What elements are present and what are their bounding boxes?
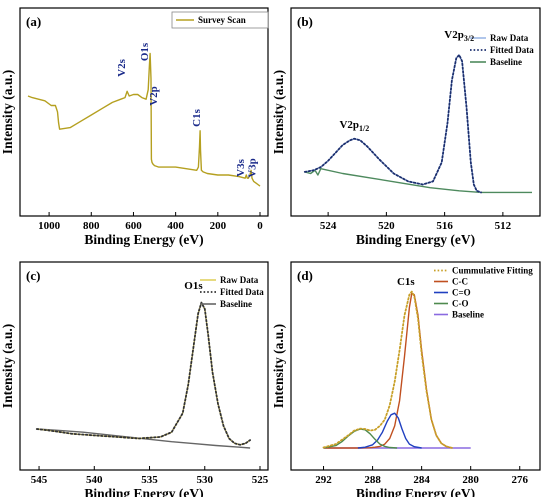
peak-label: V2p1/2 xyxy=(339,119,369,133)
y-axis-title: Intensity (a.u.) xyxy=(0,324,15,408)
panel-letter: (b) xyxy=(297,14,313,29)
legend-label: Raw Data xyxy=(220,275,259,285)
series-line-baseline xyxy=(304,167,532,194)
series-line-survey-scan xyxy=(27,52,261,187)
plot-frame xyxy=(290,7,541,217)
x-axis-title: Binding Energy (eV) xyxy=(84,486,203,497)
series-line-fitted-data xyxy=(303,54,482,194)
x-axis-title: Binding Energy (eV) xyxy=(356,486,475,497)
legend-label: Fitted Data xyxy=(220,287,264,297)
legend: Raw Data Fitted Data Baseline xyxy=(470,33,534,67)
series-line-raw-data xyxy=(36,301,251,446)
chart-panel-2: 524 520 516 512 Binding Energy (eV) Intensity… xyxy=(271,7,541,247)
x-tick-label: 292 xyxy=(315,474,332,486)
x-tick-label: 1000 xyxy=(38,220,61,232)
x-tick-label: 800 xyxy=(83,220,100,232)
panel-letter: (a) xyxy=(26,14,41,29)
x-tick-label: 540 xyxy=(86,474,103,486)
chart-panel-1: 1000 800 600 400 200 0 Binding Energy (eV) Inte… xyxy=(0,7,269,247)
legend-label: Baseline xyxy=(452,310,484,320)
x-tick-label: 200 xyxy=(210,220,227,232)
chart-panel-4: 292 288 284 280 276 Binding Energy (eV) Intens… xyxy=(271,261,541,497)
x-tick-label: 288 xyxy=(364,474,381,486)
x-tick-label: 0 xyxy=(257,220,263,232)
chart-panel-3: 545 540 535 530 525 Binding Energy (eV) Intens… xyxy=(0,261,269,497)
peak-label: O1s xyxy=(139,42,151,61)
series-group xyxy=(27,52,261,187)
series-line-raw-data xyxy=(304,54,482,194)
series-line-cummulative-fitting xyxy=(322,290,454,449)
legend-label: Cummulative Fitting xyxy=(452,266,533,276)
series-line-fitted-data xyxy=(35,301,252,446)
x-axis-title: Binding Energy (eV) xyxy=(356,232,475,247)
x-tick-label: 545 xyxy=(31,474,48,486)
x-tick-label: 516 xyxy=(436,220,453,232)
legend-label: Fitted Data xyxy=(490,45,534,55)
y-axis-title: Intensity (a.u.) xyxy=(0,70,15,154)
x-tick-label: 535 xyxy=(141,474,158,486)
peak-label: O1s xyxy=(184,280,203,292)
x-tick-label: 530 xyxy=(197,474,214,486)
peak-label: V3p xyxy=(247,158,259,178)
panel-letter: (c) xyxy=(26,268,40,283)
x-tick-label: 400 xyxy=(167,220,184,232)
peak-label: C1s xyxy=(191,108,203,126)
legend: Raw Data Fitted Data Baseline xyxy=(200,275,264,309)
series-group xyxy=(303,54,532,194)
x-tick-label: 276 xyxy=(511,474,528,486)
x-tick-label: 280 xyxy=(462,474,479,486)
peak-label: V2s xyxy=(116,58,128,76)
peak-label: V2p3/2 xyxy=(444,29,474,43)
plot-frame xyxy=(19,261,269,471)
x-axis-title: Binding Energy (eV) xyxy=(84,232,203,247)
x-tick-label: 600 xyxy=(125,220,142,232)
peak-label: V3s xyxy=(235,158,247,176)
legend-label: C=O xyxy=(452,288,471,298)
peak-label: V2p xyxy=(148,86,160,106)
legend-label: Baseline xyxy=(220,299,252,309)
legend-label: Baseline xyxy=(490,57,522,67)
legend-label: C-C xyxy=(452,277,468,287)
series-group xyxy=(322,290,471,449)
plot-frame xyxy=(290,261,541,471)
series-line-baseline xyxy=(36,428,251,449)
x-tick-label: 525 xyxy=(252,474,269,486)
panel-letter: (d) xyxy=(297,268,313,283)
x-tick-label: 520 xyxy=(378,220,395,232)
peak-label: C1s xyxy=(397,276,415,288)
plot-frame xyxy=(19,7,269,217)
y-axis-title: Intensity (a.u.) xyxy=(271,324,286,408)
legend: Survey Scan xyxy=(171,11,269,29)
series-line-c-o xyxy=(357,412,422,449)
legend-label: Raw Data xyxy=(490,33,529,43)
x-tick-label: 284 xyxy=(413,474,430,486)
x-tick-label: 512 xyxy=(495,220,512,232)
y-axis-title: Intensity (a.u.) xyxy=(271,70,286,154)
x-tick-label: 524 xyxy=(320,220,337,232)
legend-box xyxy=(171,11,269,29)
legend-label: Survey Scan xyxy=(198,15,246,25)
series-group xyxy=(35,301,252,449)
legend-label: C-O xyxy=(452,299,469,309)
